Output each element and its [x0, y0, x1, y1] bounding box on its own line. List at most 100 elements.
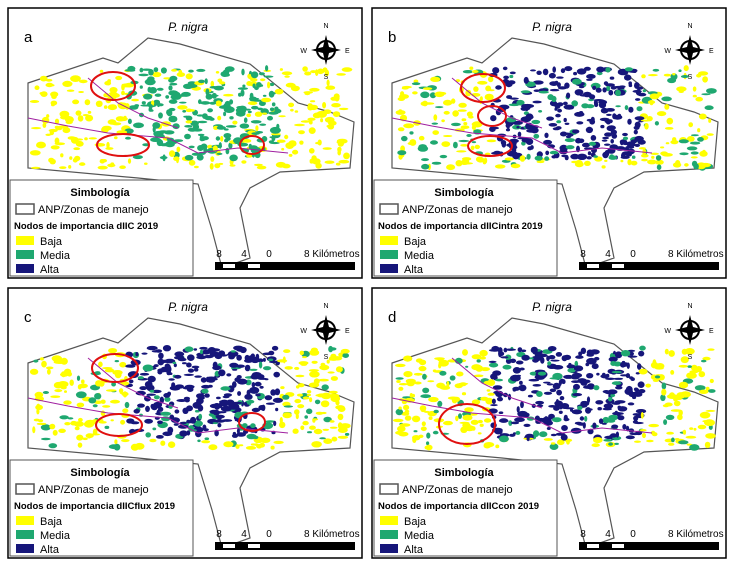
habitat-patch: [694, 385, 706, 391]
habitat-patch: [548, 123, 558, 127]
habitat-patch: [79, 162, 86, 166]
habitat-patch: [288, 153, 293, 157]
habitat-patch: [635, 98, 641, 101]
habitat-patch: [139, 67, 144, 73]
habitat-patch: [664, 348, 669, 355]
habitat-patch: [665, 142, 670, 145]
habitat-patch: [434, 91, 445, 98]
habitat-patch: [127, 158, 132, 164]
habitat-patch: [302, 66, 308, 72]
panel-label: c: [24, 309, 32, 326]
habitat-patch: [559, 403, 563, 410]
habitat-patch: [66, 89, 75, 92]
habitat-patch: [398, 383, 408, 386]
habitat-patch: [107, 104, 118, 111]
habitat-patch: [542, 68, 549, 76]
habitat-patch: [461, 157, 472, 161]
habitat-patch: [512, 153, 520, 160]
habitat-patch: [213, 125, 219, 130]
habitat-patch: [105, 147, 114, 150]
habitat-patch: [421, 158, 429, 162]
habitat-patch: [60, 372, 69, 377]
habitat-patch: [648, 423, 659, 428]
habitat-patch: [680, 356, 689, 364]
habitat-patch: [148, 107, 153, 112]
habitat-patch: [604, 159, 608, 162]
habitat-patch: [434, 357, 445, 360]
habitat-patch: [320, 362, 326, 367]
scale-bar: [215, 262, 355, 270]
habitat-patch: [640, 119, 651, 122]
habitat-patch: [502, 66, 508, 71]
habitat-patch: [548, 72, 556, 79]
habitat-patch: [661, 96, 672, 102]
class-label: Alta: [404, 264, 424, 276]
habitat-patch: [168, 378, 175, 381]
habitat-patch: [276, 139, 286, 143]
habitat-patch: [35, 404, 43, 410]
habitat-patch: [258, 361, 263, 369]
habitat-patch: [235, 444, 240, 449]
habitat-patch: [279, 68, 283, 71]
habitat-patch: [560, 434, 568, 441]
habitat-patch: [128, 105, 139, 110]
habitat-patch: [688, 122, 693, 128]
habitat-patch: [220, 135, 224, 142]
habitat-patch: [484, 93, 494, 101]
habitat-patch: [322, 147, 332, 150]
habitat-patch: [335, 400, 340, 406]
habitat-patch: [224, 100, 231, 108]
habitat-patch: [196, 68, 206, 72]
habitat-patch: [128, 379, 134, 384]
habitat-patch: [111, 381, 116, 387]
habitat-patch: [213, 403, 221, 408]
habitat-patch: [559, 144, 568, 152]
habitat-patch: [236, 354, 242, 361]
habitat-patch: [319, 364, 330, 371]
habitat-patch: [520, 90, 531, 94]
habitat-patch: [302, 420, 309, 426]
habitat-patch: [592, 422, 597, 429]
habitat-patch: [110, 162, 115, 166]
habitat-patch: [403, 371, 413, 378]
habitat-patch: [695, 96, 703, 102]
habitat-patch: [550, 442, 556, 445]
habitat-patch: [572, 78, 582, 85]
habitat-patch: [549, 81, 559, 86]
habitat-patch: [647, 100, 656, 104]
species-title: P. nigra: [532, 20, 572, 34]
habitat-patch: [556, 389, 562, 396]
scale-segment: [587, 544, 599, 548]
habitat-patch: [240, 89, 245, 97]
habitat-patch: [113, 443, 121, 451]
habitat-patch: [605, 83, 615, 87]
habitat-patch: [142, 364, 154, 372]
habitat-patch: [665, 414, 675, 420]
habitat-patch: [661, 388, 667, 396]
habitat-patch: [153, 130, 164, 138]
habitat-patch: [141, 101, 146, 105]
habitat-patch: [166, 370, 172, 376]
habitat-patch: [149, 389, 155, 393]
habitat-patch: [230, 350, 236, 353]
habitat-patch: [685, 435, 697, 439]
habitat-patch: [627, 355, 638, 358]
habitat-patch: [36, 141, 46, 149]
habitat-patch: [690, 134, 699, 137]
habitat-patch: [591, 363, 599, 370]
habitat-patch: [237, 378, 248, 385]
highlight-circle: [460, 73, 506, 103]
habitat-patch: [526, 153, 531, 160]
habitat-patch: [209, 163, 214, 170]
scale-bar: [215, 542, 355, 550]
habitat-patch: [561, 425, 568, 431]
species-title: P. nigra: [168, 300, 208, 314]
habitat-patch: [636, 136, 644, 142]
habitat-patch: [182, 110, 187, 113]
habitat-patch: [536, 160, 545, 164]
habitat-patch: [632, 90, 642, 93]
habitat-patch: [153, 401, 163, 409]
habitat-patch: [300, 425, 305, 431]
habitat-patch: [527, 394, 533, 398]
habitat-patch: [217, 423, 222, 428]
